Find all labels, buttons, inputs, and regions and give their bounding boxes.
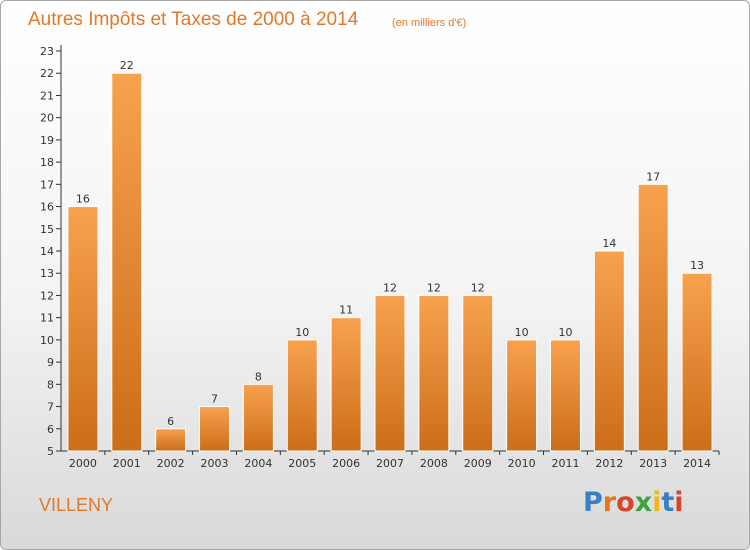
y-tick-label: 12 [40,289,54,302]
y-tick-label: 13 [40,267,54,280]
y-tick-label: 5 [47,445,54,458]
bar-2008 [418,294,450,452]
y-tick-label: 16 [40,201,54,214]
y-tick-label: 11 [40,312,54,325]
chart-bars [67,72,713,452]
x-tick-label: 2013 [639,457,667,470]
logo-letter: i [652,487,662,518]
bar-2014 [681,272,713,452]
x-tick-label: 2008 [420,457,448,470]
y-tick-label: 22 [40,67,54,80]
y-tick-label: 10 [40,334,54,347]
data-label-2006: 11 [339,304,353,317]
y-tick-label: 17 [40,178,54,191]
data-label-2004: 8 [255,370,262,383]
y-tick-label: 15 [40,223,54,236]
x-tick-label: 2002 [157,457,185,470]
y-tick-label: 19 [40,134,54,147]
logo-letter: r [602,487,617,518]
bar-2002 [155,428,187,452]
proxiti-logo[interactable]: Proxiti [583,487,684,518]
y-tick-label: 21 [40,89,54,102]
bar-2013 [637,183,669,452]
bar-2012 [593,250,625,452]
logo-letter: x [634,487,653,518]
bar-2010 [506,339,538,452]
bar-2000 [67,206,99,452]
chart-title: Autres Impôts et Taxes de 2000 à 2014 [28,9,359,30]
logo-letter: P [583,487,603,518]
data-label-2007: 12 [383,281,397,294]
logo-letter: i [674,487,684,518]
data-label-2010: 10 [515,326,529,339]
y-tick-label: 9 [47,356,54,369]
data-label-2003: 7 [211,393,218,406]
data-label-2005: 10 [295,326,309,339]
data-label-2000: 16 [76,193,90,206]
x-tick-label: 2005 [288,457,316,470]
x-tick-label: 2001 [113,457,141,470]
logo-letter: t [661,487,675,518]
x-tick-label: 2000 [69,457,97,470]
x-tick-label: 2014 [683,457,711,470]
x-tick-label: 2009 [464,457,492,470]
y-tick-label: 23 [40,45,54,58]
x-tick-label: 2006 [332,457,360,470]
bar-2006 [330,317,362,452]
bar-2007 [374,294,406,452]
bar-2005 [286,339,318,452]
data-label-2002: 6 [167,415,174,428]
y-tick-label: 8 [47,378,54,391]
y-tick-label: 14 [40,245,54,258]
x-tick-label: 2011 [551,457,579,470]
y-tick-label: 7 [47,401,54,414]
bar-2004 [242,383,274,452]
bar-2011 [549,339,581,452]
chart-labels: 16 2000 22 2001 6 2002 7 2003 8 2004 10 2005 11 2006 1… [69,59,711,470]
x-tick-label: 2007 [376,457,404,470]
x-tick-label: 2003 [201,457,229,470]
x-tick-label: 2004 [244,457,272,470]
data-label-2009: 12 [471,281,485,294]
bar-2001 [111,72,143,452]
bar-2003 [199,406,231,452]
bar-2009 [462,294,494,452]
commune-name: VILLENY [39,495,114,515]
data-label-2013: 17 [646,170,660,183]
x-tick-label: 2010 [508,457,536,470]
data-label-2011: 10 [558,326,572,339]
y-tick-label: 18 [40,156,54,169]
chart-subtitle: (en milliers d'€) [392,17,467,29]
y-tick-label: 6 [47,423,54,436]
data-label-2014: 13 [690,259,704,272]
x-tick-label: 2012 [595,457,623,470]
data-label-2001: 22 [120,59,134,72]
logo-letter: o [616,487,635,518]
data-label-2012: 14 [602,237,616,250]
y-tick-label: 20 [40,112,54,125]
data-label-2008: 12 [427,281,441,294]
